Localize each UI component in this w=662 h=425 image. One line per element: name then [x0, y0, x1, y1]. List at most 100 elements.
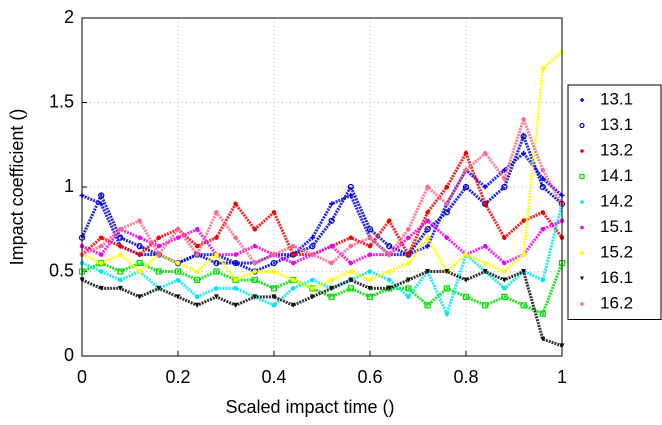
marker	[309, 294, 315, 300]
marker	[232, 259, 239, 267]
marker	[174, 268, 182, 275]
marker	[137, 294, 143, 300]
marker	[406, 260, 411, 266]
marker	[329, 277, 334, 283]
marker	[348, 235, 354, 240]
marker	[501, 183, 508, 191]
marker	[463, 150, 469, 156]
x-tick-label: 1	[557, 367, 567, 387]
marker	[155, 268, 162, 275]
marker	[194, 276, 201, 284]
legend-label: 13.1	[600, 89, 633, 108]
y-axis-label: Impact coefficient ()	[7, 109, 27, 266]
legend-label: 13.1	[600, 115, 633, 134]
marker	[233, 277, 238, 283]
marker	[252, 260, 258, 266]
marker	[482, 243, 488, 249]
marker	[367, 285, 373, 291]
marker	[271, 252, 277, 257]
marker	[328, 293, 335, 300]
marker	[98, 243, 104, 249]
marker	[424, 226, 431, 233]
marker	[347, 183, 354, 191]
marker	[444, 184, 450, 190]
marker	[366, 226, 374, 233]
marker	[348, 260, 354, 266]
marker	[463, 252, 469, 257]
x-tick-label: 0.2	[165, 367, 190, 387]
marker	[367, 235, 373, 240]
x-axis-label: Scaled impact time ()	[225, 397, 394, 417]
marker	[233, 252, 238, 257]
marker	[579, 173, 585, 180]
marker	[580, 98, 584, 102]
marker	[98, 269, 104, 274]
marker	[348, 243, 354, 249]
marker	[502, 260, 507, 266]
marker	[501, 277, 507, 283]
marker	[425, 210, 430, 215]
marker	[213, 268, 220, 275]
marker	[271, 303, 277, 308]
legend-label: 14.2	[600, 191, 633, 210]
marker	[156, 285, 162, 291]
marker	[175, 235, 181, 240]
marker	[194, 252, 200, 257]
marker	[443, 285, 450, 292]
marker	[425, 269, 431, 274]
x-tick-label: 0.6	[357, 367, 382, 387]
marker	[579, 122, 585, 129]
marker	[117, 234, 124, 241]
marker	[444, 269, 450, 274]
marker	[329, 201, 335, 207]
marker	[270, 285, 278, 292]
marker	[310, 286, 315, 291]
series-trace	[81, 218, 563, 265]
marker	[347, 285, 354, 292]
marker	[290, 260, 296, 266]
marker	[175, 260, 181, 266]
legend: 13.1 13.1 13.2 14.1 14.2 15.1 15.2 16.1 16.2	[567, 84, 662, 320]
marker	[406, 227, 411, 232]
marker	[462, 183, 470, 191]
marker	[348, 269, 354, 274]
marker	[502, 286, 507, 291]
marker	[214, 235, 219, 240]
y-tick-label: 2	[64, 7, 74, 27]
marker	[521, 218, 526, 224]
marker	[270, 259, 278, 267]
x-tick-label: 0	[77, 367, 87, 387]
marker	[540, 176, 546, 182]
marker	[233, 286, 238, 291]
marker	[482, 184, 488, 190]
marker	[444, 235, 450, 240]
marker	[386, 269, 392, 274]
marker	[424, 302, 431, 309]
marker	[348, 192, 354, 198]
marker	[175, 294, 181, 300]
legend-label: 14.1	[600, 166, 633, 185]
marker	[406, 235, 411, 240]
y-tick-label: 0	[64, 345, 74, 365]
marker	[137, 269, 142, 274]
marker	[482, 269, 488, 274]
marker	[502, 269, 507, 274]
marker	[98, 192, 105, 199]
x-tick-label: 0.4	[261, 367, 286, 387]
marker	[540, 227, 546, 232]
marker	[329, 285, 335, 291]
marker	[580, 276, 584, 281]
marker	[194, 269, 200, 274]
marker	[137, 218, 142, 224]
marker	[118, 243, 123, 249]
marker	[443, 209, 450, 216]
marker	[232, 276, 239, 284]
marker	[175, 277, 181, 283]
marker	[482, 150, 488, 156]
marker	[539, 310, 546, 317]
marker	[156, 243, 162, 249]
marker	[463, 277, 469, 283]
marker	[386, 277, 392, 283]
marker	[367, 269, 373, 274]
